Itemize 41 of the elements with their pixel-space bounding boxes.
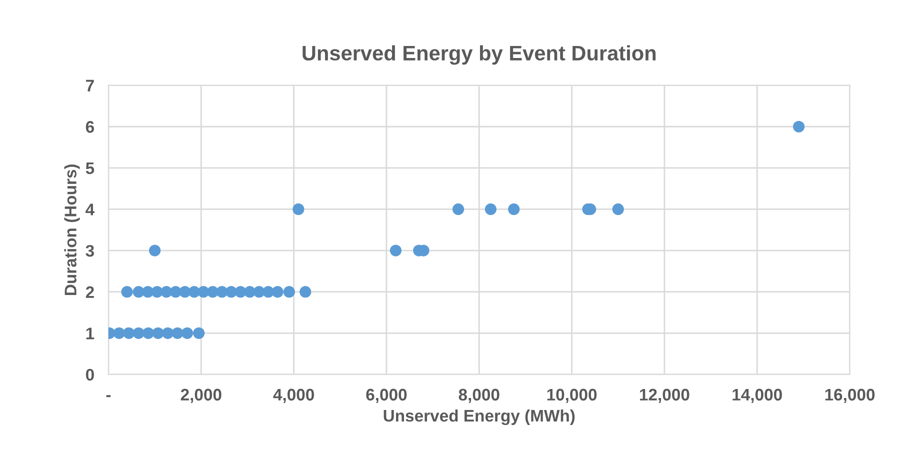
point — [149, 244, 161, 256]
point — [272, 286, 284, 298]
point — [113, 327, 125, 339]
point — [162, 327, 174, 339]
y-tick-label: 1 — [86, 328, 94, 340]
point — [283, 286, 295, 298]
point — [152, 327, 164, 339]
x-tick-label: 12,000 — [640, 388, 690, 404]
y-tick-label: 6 — [86, 121, 94, 133]
y-axis-title: Duration (Hours) — [64, 164, 80, 295]
y-tick-label: 5 — [86, 162, 94, 174]
point — [132, 327, 144, 339]
x-tick-label: 8,000 — [458, 388, 500, 404]
point — [484, 203, 497, 216]
point — [121, 286, 133, 298]
y-tick-label: 0 — [86, 368, 94, 381]
x-tick-label: 16,000 — [825, 388, 875, 404]
point — [508, 203, 520, 216]
point — [300, 286, 312, 298]
point — [612, 203, 624, 216]
point — [181, 327, 194, 339]
point — [142, 327, 154, 339]
x-tick-label: 10,000 — [547, 388, 597, 404]
x-tick-label: 4,000 — [273, 388, 314, 404]
chart-title: Unserved Energy by Event Duration — [302, 45, 656, 65]
y-tick-label: 7 — [86, 80, 94, 92]
x-axis-title: Unserved Energy (MWh) — [384, 409, 575, 426]
point — [452, 203, 464, 216]
x-tick-label: 2,000 — [180, 388, 222, 404]
x-tick-label: 14,000 — [732, 388, 782, 404]
point — [390, 244, 402, 256]
point — [193, 327, 205, 339]
y-tick-label: 2 — [86, 286, 94, 298]
y-tick-label: 4 — [86, 204, 95, 216]
point — [123, 327, 135, 339]
x-tick-label: - — [106, 395, 111, 398]
point — [292, 203, 304, 216]
y-tick-label: 3 — [86, 244, 94, 257]
point — [172, 327, 184, 339]
point — [792, 120, 805, 132]
x-tick-label: 6,000 — [366, 388, 407, 404]
